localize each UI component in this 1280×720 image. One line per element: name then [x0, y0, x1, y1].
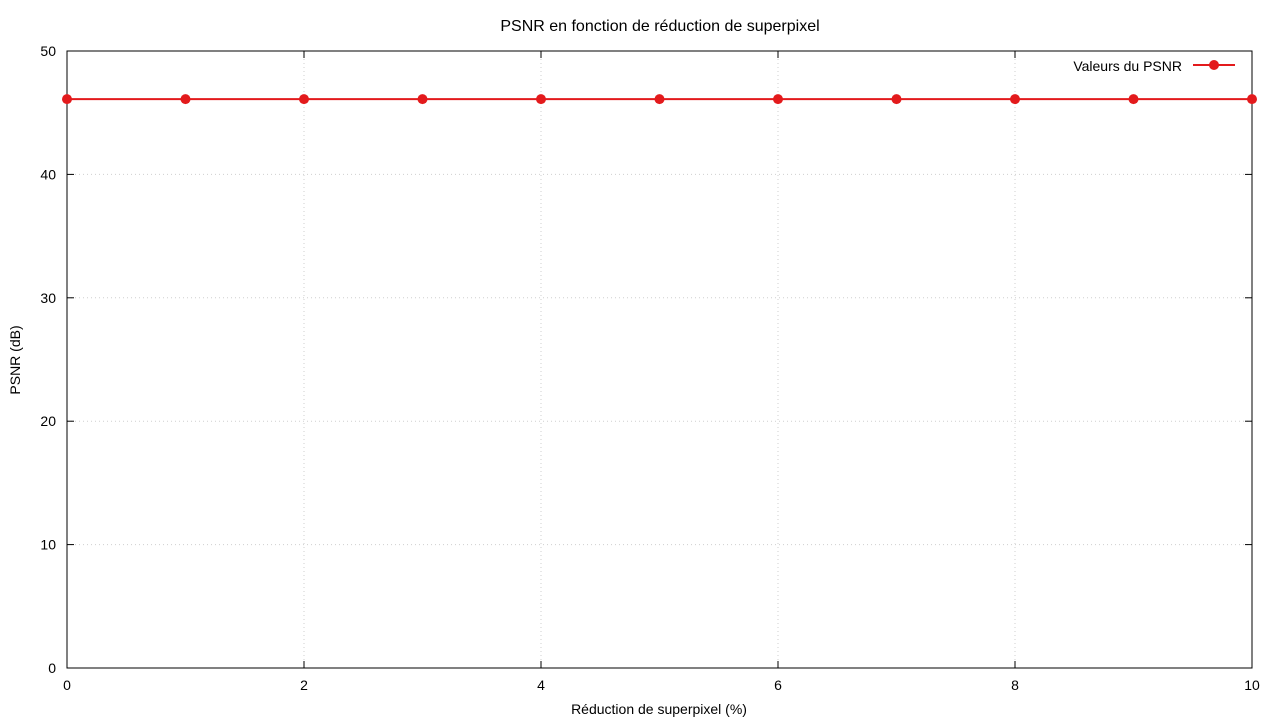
y-axis-label: PSNR (dB)	[7, 325, 23, 394]
data-point	[654, 94, 665, 105]
legend-marker	[1209, 60, 1219, 70]
x-tick-label: 10	[1244, 677, 1260, 693]
y-tick-label: 50	[40, 43, 56, 59]
data-point	[62, 94, 72, 105]
data-point	[891, 94, 902, 105]
data-point	[1010, 94, 1020, 105]
data-point	[1128, 94, 1139, 105]
series-layer	[62, 94, 1257, 105]
y-tick-label: 0	[48, 660, 56, 676]
x-tick-label: 8	[1011, 677, 1019, 693]
data-point	[299, 94, 309, 105]
x-tick-label: 0	[63, 677, 71, 693]
legend-label: Valeurs du PSNR	[1073, 58, 1182, 74]
x-tick-label: 6	[774, 677, 782, 693]
data-point	[536, 94, 546, 105]
y-tick-label: 30	[40, 290, 56, 306]
plot-frame	[66, 50, 1253, 669]
data-point	[180, 94, 191, 105]
grid	[67, 51, 1252, 668]
data-point	[773, 94, 783, 105]
y-tick-label: 40	[40, 166, 56, 182]
data-point	[417, 94, 428, 105]
y-tick-label: 10	[40, 537, 56, 553]
chart-title: PSNR en fonction de réduction de superpi…	[500, 18, 819, 35]
y-tick-label: 20	[40, 413, 56, 429]
x-tick-label: 2	[300, 677, 308, 693]
axis-ticks: 0 2 4 6 8 10 0 10 20 30 40 50	[40, 43, 1260, 693]
legend: Valeurs du PSNR	[1073, 58, 1235, 74]
x-tick-label: 4	[537, 677, 545, 693]
x-axis-label: Réduction de superpixel (%)	[571, 701, 747, 717]
data-point	[1247, 94, 1257, 105]
